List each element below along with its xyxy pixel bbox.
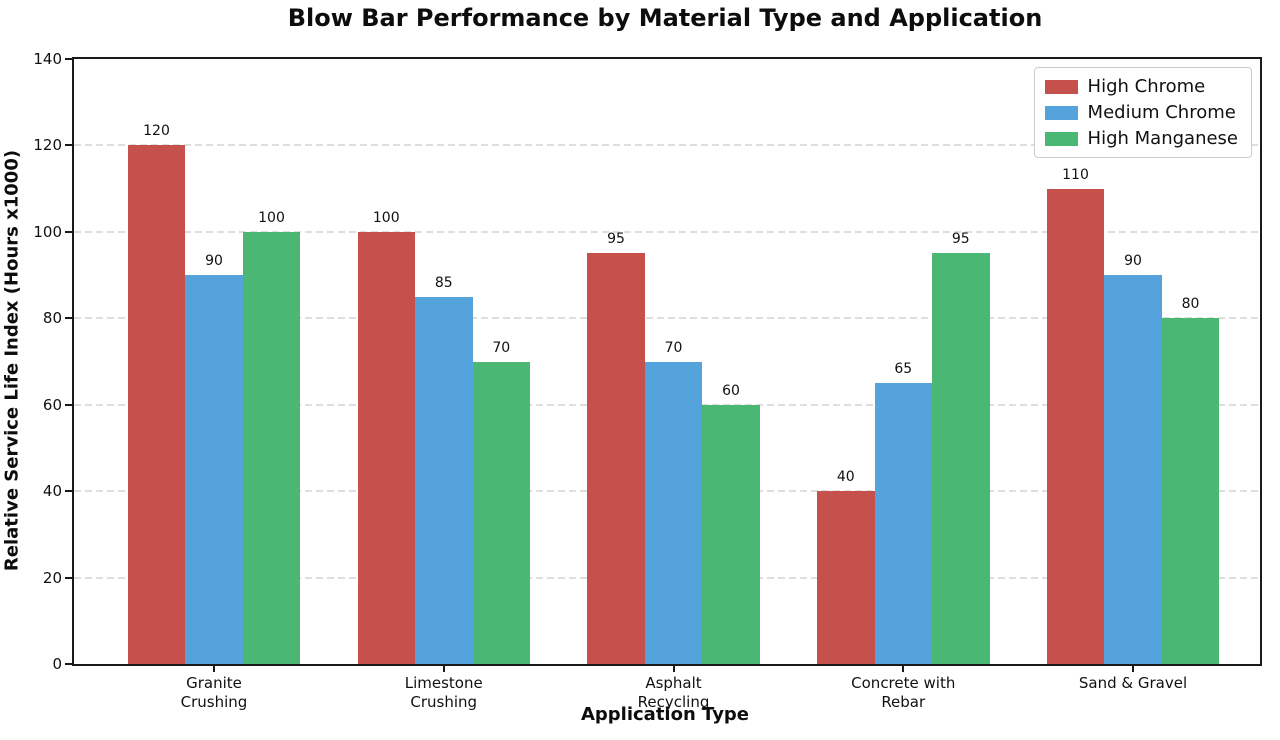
bar [587,253,645,664]
y-tick-label: 0 [52,655,62,673]
bar-value-label: 90 [1124,253,1142,270]
x-tick-label: Limestone Crushing [404,674,483,711]
bar-value-label: 70 [664,339,683,356]
legend-label: High Manganese [1087,127,1238,149]
x-tick-label: Granite Crushing [180,674,248,711]
x-tick-mark [672,664,675,672]
y-tick-label: 140 [33,50,62,68]
bar [1046,188,1105,664]
x-tick-mark [1132,664,1134,672]
plot-area: 120 90 100 100 85 70 95 70 60 40 65 95 110 90 80 0 20 40… [33,50,1262,711]
bar-value-label: 85 [434,274,453,291]
bar [932,253,990,664]
y-tick-mark [65,576,74,579]
x-axis-label: Application Type [580,704,750,725]
bar [874,383,932,664]
bar-value-label: 65 [894,361,913,378]
bar-value-label: 90 [205,253,223,270]
y-tick-label: 40 [42,482,62,501]
bar [127,145,186,664]
bar-value-label: 95 [951,231,970,248]
x-tick-mark [442,664,445,672]
y-tick-mark [65,663,74,665]
bar-value-label: 40 [836,469,855,486]
bar-value-label: 60 [722,382,740,399]
bar [185,275,243,664]
x-tick-label: Asphalt Recycling [637,674,710,711]
legend: High Chrome Medium Chrome High Manganese [1033,67,1252,158]
bar-value-label: 120 [143,123,170,140]
y-tick-mark [65,403,74,406]
gridline [74,144,1260,147]
bar [357,231,415,664]
y-axis-label: Relative Service Life Index (Hours x1000… [1,149,23,572]
legend-item: High Chrome [1044,75,1238,98]
y-tick-label: 80 [42,309,62,328]
legend-swatch [1044,79,1078,94]
gridline [74,317,1260,320]
y-tick-label: 60 [42,395,62,414]
bar [415,296,473,664]
legend-item: Medium Chrome [1044,101,1238,124]
bar-value-label: 110 [1062,166,1089,183]
y-tick-mark [65,58,74,60]
y-tick-mark [65,317,74,320]
legend-item: High Manganese [1044,127,1238,150]
legend-label: Medium Chrome [1087,101,1236,123]
legend-swatch [1044,105,1078,120]
y-tick-mark [65,230,74,233]
y-tick-label: 20 [42,568,62,587]
bar [702,404,760,664]
x-tick-label: Concrete with Rebar [851,674,956,711]
bar-value-label: 100 [372,209,400,226]
x-tick-mark [213,664,215,672]
gridline [74,230,1260,233]
bar [242,231,301,664]
bar-value-label: 70 [492,339,511,356]
x-tick-mark [902,664,905,672]
bar-value-label: 100 [258,209,285,226]
bar [472,361,530,664]
x-tick-label: Sand & Gravel [1078,674,1188,692]
y-tick-label: 100 [33,222,62,241]
chart-title: Blow Bar Performance by Material Type an… [287,4,1043,32]
legend-swatch [1044,131,1078,146]
y-tick-label: 120 [33,136,62,155]
bar [644,361,703,664]
legend-label: High Chrome [1087,75,1206,97]
bar [1104,275,1162,664]
bar-value-label: 80 [1181,296,1200,313]
bar [1161,318,1220,664]
y-tick-mark [65,144,74,147]
y-tick-mark [65,490,74,493]
bar-value-label: 95 [607,231,625,248]
bar [817,491,875,664]
